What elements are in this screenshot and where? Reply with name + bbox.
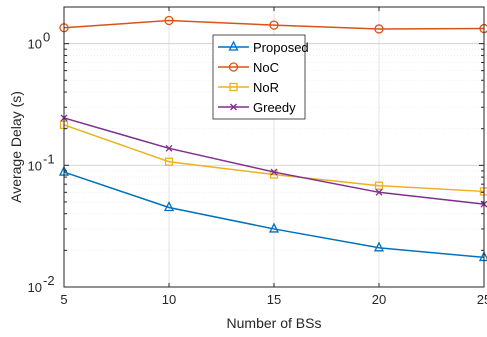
data-point-proposed <box>268 222 280 233</box>
marker-stroke <box>375 188 383 196</box>
y-tick-label-base: 10 <box>28 158 42 173</box>
x-tick-label: 20 <box>372 292 386 307</box>
y-tick-label-exponent: 0 <box>43 30 50 45</box>
legend-marker <box>230 103 237 111</box>
legend-label: NoC <box>253 60 279 75</box>
data-point-greedy <box>165 144 173 152</box>
y-tick-label: 10 <box>28 37 42 52</box>
legend-label: NoR <box>253 80 279 95</box>
data-point-proposed <box>373 241 385 252</box>
x-tick-label: 15 <box>267 292 281 307</box>
legend-item-greedy: Greedy <box>218 100 296 115</box>
legend-label: Proposed <box>253 40 309 55</box>
data-point-greedy <box>270 168 278 176</box>
series-line-noc <box>63 19 485 30</box>
y-tick-label-base: 10 <box>28 280 42 295</box>
legend-box <box>212 34 306 120</box>
y-tick-label-base: 10 <box>28 37 42 52</box>
legend-label: Greedy <box>253 100 296 115</box>
marker-stroke <box>230 103 237 111</box>
y-axis-label: Average Delay (s) <box>8 91 24 203</box>
marker-stroke <box>270 168 278 176</box>
series-line-proposed <box>63 171 485 259</box>
marker-stroke <box>165 144 173 152</box>
data-point-greedy <box>375 188 383 196</box>
y-tick-label: 10 <box>28 280 42 295</box>
legend-item-proposed: Proposed <box>218 40 309 55</box>
legend-item-nor: NoR <box>218 80 279 95</box>
data-point-noc <box>374 24 384 34</box>
data-point-noc <box>164 15 174 26</box>
x-tick-label: 5 <box>60 292 67 307</box>
y-tick-label: 10 <box>28 158 42 173</box>
x-tick-label: 10 <box>162 292 176 307</box>
x-axis-label: Number of BSs <box>227 315 322 331</box>
y-tick-label-exponent: -2 <box>43 273 55 288</box>
legend-marker <box>228 40 239 51</box>
x-tick-label: 25 <box>477 292 487 307</box>
legend-marker <box>229 82 238 92</box>
data-point-proposed <box>163 201 175 212</box>
series-greedy <box>60 114 487 208</box>
series-line-nor <box>63 124 485 193</box>
data-point-noc <box>269 20 279 30</box>
legend: Proposed NoC NoR Greedy <box>212 34 309 120</box>
legend-marker <box>228 62 239 72</box>
data-point-nor <box>374 181 384 190</box>
data-point-nor <box>269 170 279 179</box>
y-tick-label-exponent: -1 <box>43 151 55 166</box>
x-axis: 5 10 15 20 25 <box>60 7 487 307</box>
data-point-nor <box>164 157 174 166</box>
legend-item-noc: NoC <box>218 60 279 75</box>
